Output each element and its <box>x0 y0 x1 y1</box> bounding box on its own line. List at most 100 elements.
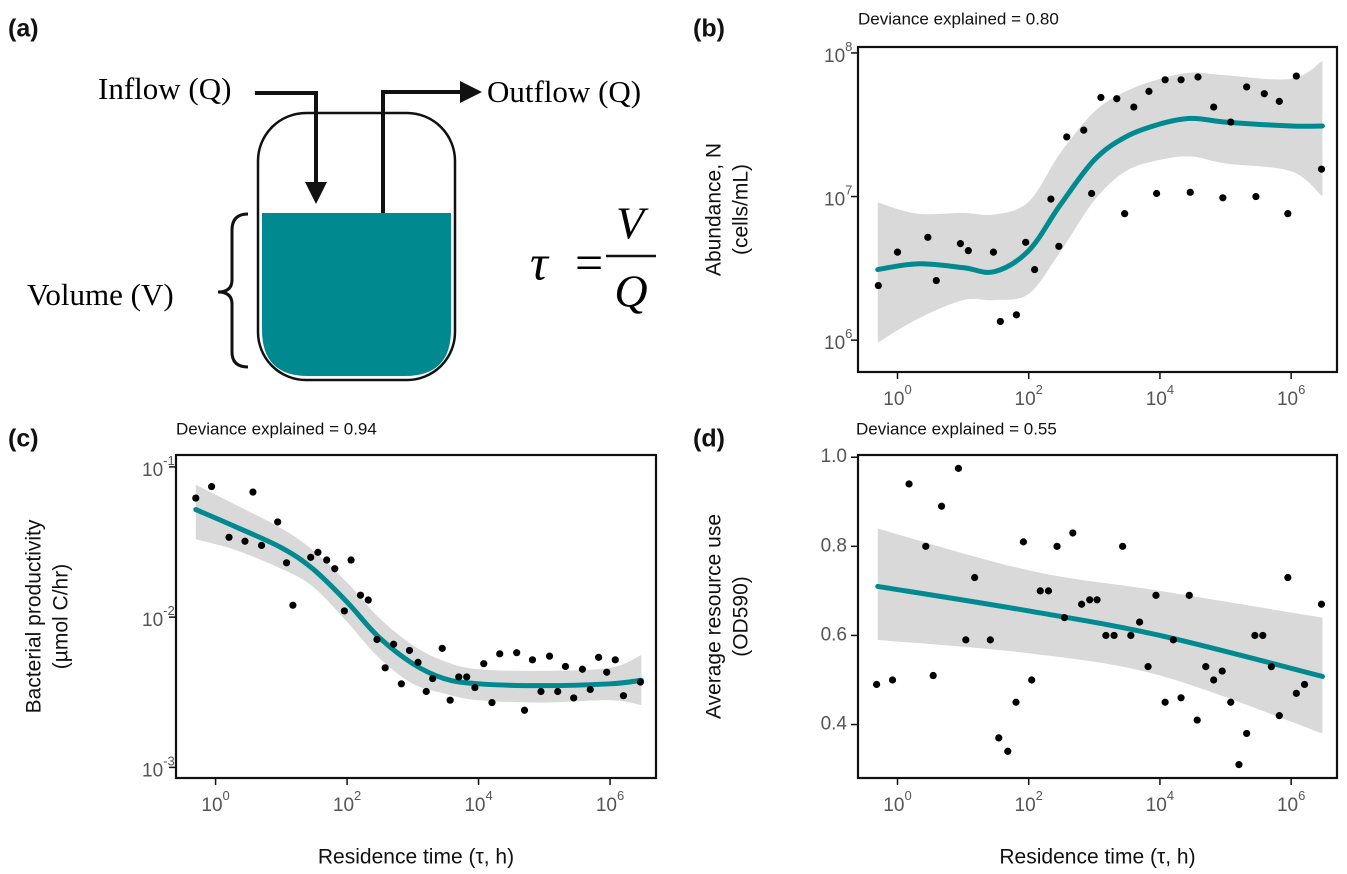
data-point <box>192 494 200 502</box>
data-point <box>1267 663 1275 671</box>
data-point <box>1284 210 1292 218</box>
data-point <box>438 644 446 652</box>
data-point <box>257 541 266 550</box>
data-point <box>1012 311 1021 319</box>
data-point <box>347 556 355 564</box>
y-axis-label: (cells/mL) <box>730 164 753 255</box>
data-point <box>1185 591 1193 599</box>
y-axis-label: Abundance, N <box>703 143 726 276</box>
outflow-label: Outflow (Q) <box>487 74 641 109</box>
data-point <box>1259 631 1267 640</box>
x-tick-label: 102 <box>333 788 361 816</box>
y-axis-label: Bacterial productivity <box>23 519 46 713</box>
equation-lhs: τ <box>530 234 550 290</box>
data-point <box>1177 694 1185 702</box>
y-axis-label: (OD590) <box>730 576 753 657</box>
tick-exponent: 6 <box>845 327 852 342</box>
y-tick-label: 0.6 <box>821 624 847 645</box>
tick-exponent: 2 <box>354 788 361 803</box>
data-point <box>586 685 594 694</box>
x-tick-label: 106 <box>1277 382 1305 410</box>
y-tick-label: 0.8 <box>821 535 847 556</box>
data-point <box>1152 591 1160 599</box>
data-point <box>924 233 932 241</box>
chart: 100 102 104 106 10-3 10-2 10-1 (c) Deviance expl… <box>8 419 658 869</box>
data-point <box>1275 712 1283 720</box>
x-axis-label: Residence time (τ, h) <box>318 846 514 869</box>
data-point <box>1252 192 1260 201</box>
data-point <box>937 502 946 510</box>
data-point <box>986 636 994 644</box>
data-point <box>528 656 537 664</box>
data-point <box>922 542 930 550</box>
chart: 100 102 104 106 106 107 108 (b) Deviance explain… <box>693 9 1339 410</box>
data-point <box>956 240 965 248</box>
data-point <box>1086 596 1094 604</box>
x-tick-label: 102 <box>1015 382 1043 410</box>
fit-line <box>193 507 644 689</box>
data-point <box>314 548 322 556</box>
data-point <box>1227 698 1235 706</box>
data-point <box>1194 73 1202 81</box>
data-point <box>1292 72 1300 80</box>
data-point <box>1031 265 1039 274</box>
data-point <box>537 687 545 696</box>
data-point <box>496 650 504 658</box>
data-point <box>1136 618 1144 626</box>
data-point <box>1145 87 1153 95</box>
data-point <box>429 674 437 683</box>
data-point <box>1210 103 1218 111</box>
data-point <box>1088 189 1096 198</box>
tick-exponent: 4 <box>1167 788 1174 803</box>
data-point <box>874 281 882 290</box>
data-point <box>996 317 1004 326</box>
data-point <box>225 533 233 541</box>
data-point <box>446 696 454 704</box>
y-tick-label: 107 <box>824 183 852 211</box>
data-point <box>331 565 339 573</box>
data-point <box>1102 631 1110 640</box>
data-point <box>1202 663 1210 671</box>
data-point <box>1004 747 1012 755</box>
tick-exponent: 0 <box>223 788 230 803</box>
data-point <box>905 480 913 488</box>
chart: 100 102 104 106 0.4 0.6 0.8 1.0 (d) Deviance expl… <box>693 419 1339 869</box>
data-point <box>340 607 348 615</box>
data-point <box>208 482 216 491</box>
confidence-band <box>195 484 642 706</box>
data-point <box>1227 118 1235 126</box>
data-point <box>405 646 414 655</box>
data-point <box>1097 93 1105 102</box>
data-point <box>1235 761 1243 769</box>
arrow-head <box>460 81 482 103</box>
data-point <box>1036 587 1044 595</box>
data-point <box>520 706 529 714</box>
plot-frame <box>856 453 1339 780</box>
fit-line <box>875 115 1325 275</box>
data-point <box>1055 242 1063 250</box>
tick-exponent: 0 <box>904 788 911 803</box>
y-tick-label: 108 <box>824 39 852 67</box>
data-point <box>397 680 405 688</box>
data-point <box>611 656 619 664</box>
data-point <box>636 678 645 686</box>
y-axis-label: Average resource use <box>703 514 726 719</box>
data-point <box>554 687 562 696</box>
data-point <box>1130 103 1138 111</box>
data-point <box>872 680 881 689</box>
data-point <box>1260 90 1268 98</box>
data-point <box>1053 542 1061 550</box>
tick-exponent: 2 <box>1036 382 1043 397</box>
data-point <box>1047 195 1055 203</box>
panel-label: (b) <box>693 15 725 43</box>
inflow-arrow <box>255 91 318 185</box>
data-point <box>1144 663 1152 671</box>
data-point <box>1028 676 1036 684</box>
data-point <box>1044 587 1053 595</box>
data-point <box>561 662 570 671</box>
data-point <box>603 668 611 676</box>
equation-operator: = <box>575 234 603 290</box>
tick-exponent: 4 <box>1167 382 1174 397</box>
tick-exponent: 6 <box>1298 788 1305 803</box>
